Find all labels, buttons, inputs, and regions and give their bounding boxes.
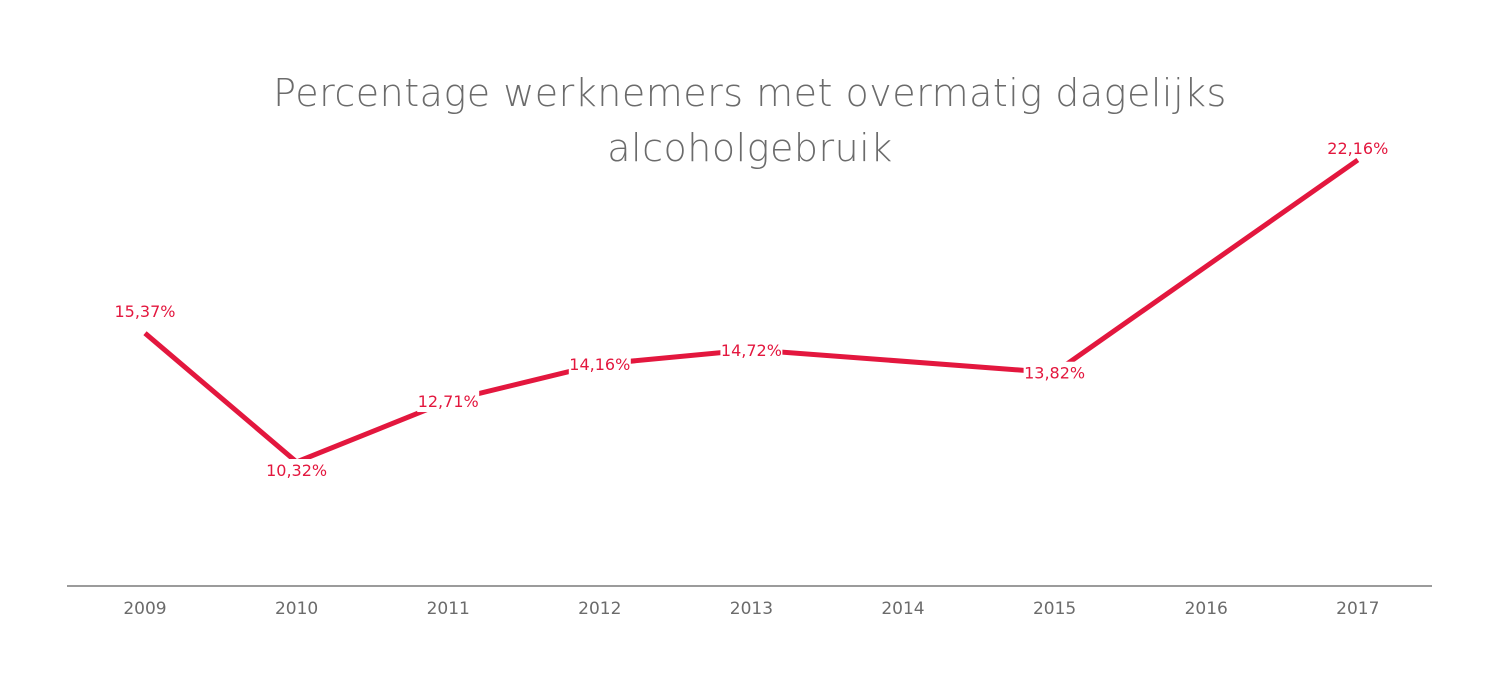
data-label: 22,16%	[1327, 139, 1388, 158]
data-label-background	[720, 338, 783, 361]
data-label: 14,72%	[721, 341, 782, 360]
data-label: 12,71%	[418, 392, 479, 411]
x-tick-label: 2013	[730, 599, 773, 619]
x-tick-label: 2014	[881, 599, 924, 619]
data-label-background	[265, 459, 328, 481]
data-label: 10,32%	[266, 461, 327, 480]
series-line	[143, 157, 1360, 465]
data-label: 13,82%	[1024, 364, 1085, 383]
x-tick-label: 2009	[123, 599, 166, 619]
chart-title-line-1: Percentage werknemers met overmatig dage…	[273, 71, 1227, 115]
data-label-background	[1023, 361, 1086, 384]
x-tick-label: 2017	[1336, 599, 1379, 619]
x-tick-label: 2016	[1185, 599, 1228, 619]
data-label-background	[568, 353, 631, 376]
x-tick-label: 2011	[427, 599, 470, 619]
x-tick-label: 2010	[275, 599, 318, 619]
chart-title-line-2: alcoholgebruik	[607, 126, 893, 170]
chart-title: Percentage werknemers met overmatig dage…	[150, 66, 1350, 176]
data-label: 14,16%	[569, 355, 630, 374]
x-tick-label: 2012	[578, 599, 621, 619]
data-label: 15,37%	[114, 302, 175, 321]
x-tick-label: 2015	[1033, 599, 1076, 619]
data-label-background	[417, 390, 480, 413]
